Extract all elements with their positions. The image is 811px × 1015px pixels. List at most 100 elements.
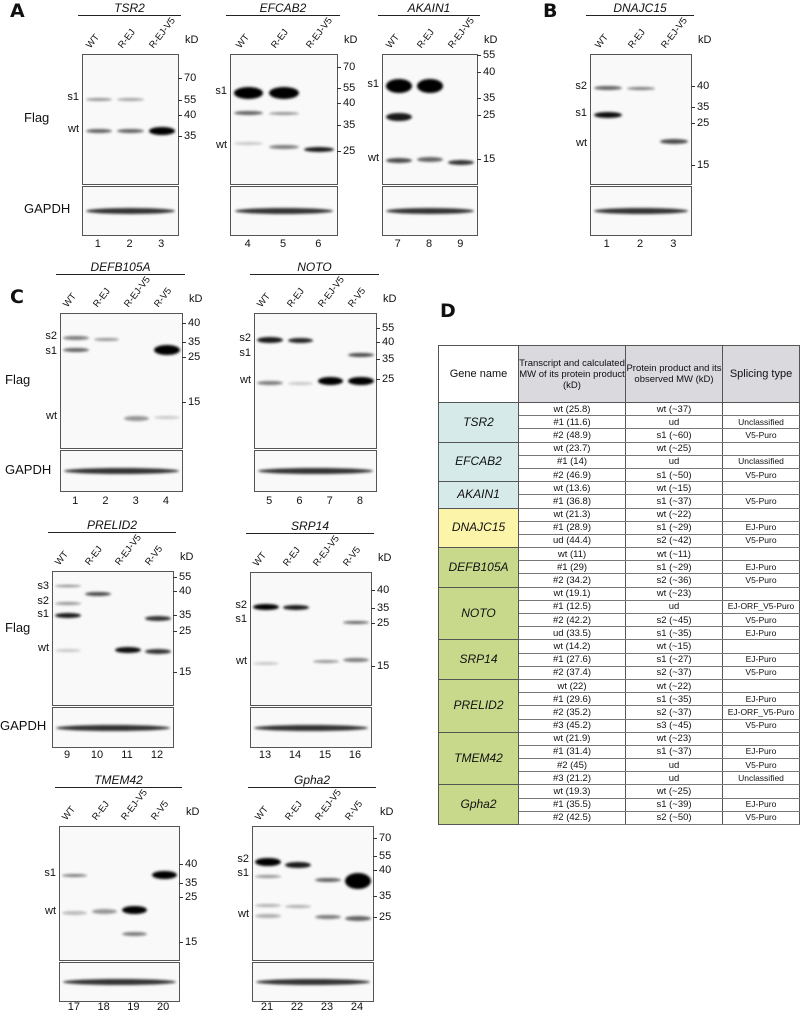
blot-band [55,601,81,605]
protein-cell: s1 (~37) [625,494,723,509]
kd-marker: 15 [477,154,495,165]
table-row: DEFB105A wt (11) wt (~11) [438,547,800,588]
gapdh-blot [52,707,174,748]
blot-band [385,79,412,93]
kd-marker: 35 [173,610,191,621]
band-label: s1 [367,78,379,90]
kd-marker: 55 [477,50,495,61]
protein-cell: s2 (~45) [625,612,723,628]
lane-label: R-EJ [91,286,114,310]
band-label: wt [238,908,249,920]
gapdh-band [86,208,175,214]
lane-number: 11 [121,749,133,761]
blot-band [148,127,176,135]
splicing-type-cell: EJ-ORF_V5-Puro [722,705,800,720]
blot-band [385,113,412,121]
blot-band [85,129,113,133]
gapdh-band [256,979,370,985]
lane-number: 8 [356,495,363,507]
kd-unit-label: kD [484,34,498,46]
lane-number: 3 [158,238,165,250]
transcript-cell: #1 (29) [518,560,626,575]
transcript-cell: wt (23.7) [518,441,626,456]
table-row: #3 (45.2) s3 (~45) V5-Puro [439,718,800,733]
blot-title: SRP14 [246,520,374,534]
lane-label: R-EJ-V5 [313,787,344,823]
band-label: s2 [45,330,57,342]
gapdh-blot [60,450,183,492]
gapdh-band [56,724,170,731]
gapdh-blot [82,186,179,236]
lane-number: 12 [150,749,164,761]
blot-band [348,353,374,357]
kd-marker: 70 [373,833,391,844]
table-row: #1 (29) s1 (~29) EJ-Puro [439,560,800,575]
lane-number: 3 [132,495,139,507]
lane-number: 2 [102,495,109,507]
transcript-cell: #2 (35.2) [518,705,626,720]
splicing-type-cell [722,441,800,456]
blot-band [416,79,444,93]
blot-band [287,381,314,385]
blot-title: NOTO [250,261,379,275]
table-row: #2 (42.2) s2 (~45) V5-Puro [439,612,800,628]
kd-marker: 25 [373,912,391,923]
gapdh-blot [250,707,372,748]
gapdh-band [62,979,177,985]
kd-marker: 25 [182,352,200,363]
blot-band [304,146,335,152]
lane-number: 7 [394,238,401,250]
blot-band [627,86,655,90]
lane-label: R-EJ [281,545,303,569]
kd-marker: 15 [691,160,709,171]
lane-label: WT [59,804,78,823]
kd-marker: 40 [337,98,355,109]
band-label: s1 [44,867,56,879]
kd-marker: 25 [371,618,389,629]
blot-title: DEFB105A [56,261,185,275]
protein-cell: wt (~37) [625,401,723,417]
lane-label: R-EJ-V5 [659,15,691,51]
gapdh-blot [590,186,692,236]
kd-marker: 15 [173,667,191,678]
transcript-cell: #2 (34.2) [518,573,626,588]
lane-number: 1 [72,495,79,507]
lane-number: 15 [318,749,332,761]
blot-title: DNAJC15 [586,2,694,16]
lane-number: 4 [244,238,251,250]
blot-band [154,415,180,419]
transcript-cell: wt (13.6) [518,481,626,496]
transcript-cell: #1 (29.6) [518,692,626,707]
splicing-type-cell: EJ-Puro [722,692,800,707]
lane-number: 19 [127,1001,140,1013]
protein-cell: wt (~22) [625,678,723,694]
lane-number: 2 [126,238,133,250]
transcript-cell: #3 (45.2) [518,718,626,733]
blot-band [62,873,88,877]
protein-cell: s2 (~50) [625,810,723,826]
kd-marker: 35 [337,120,355,131]
band-label: s1 [235,613,247,625]
table-row: #1 (28.9) s1 (~29) EJ-Puro [439,520,800,535]
kd-unit-label: kD [180,551,194,563]
splicing-type-cell [722,678,800,694]
flag-blot [230,54,338,185]
gene-name-cell: DNAJC15 [438,507,519,549]
splicing-type-cell: EJ-Puro [722,797,800,812]
blot-band [62,911,88,915]
antibody-label-flag: Flag [5,372,31,387]
kd-marker: 40 [373,865,391,876]
blot-band [145,648,171,654]
blot-band [55,612,81,618]
kd-marker: 55 [337,83,355,94]
lane-number: 6 [315,238,322,250]
kd-marker: 55 [173,572,191,583]
table-row: PRELID2 wt (22) wt (~22) [438,678,800,733]
gapdh-blot [230,186,338,236]
transcript-cell: #1 (14) [518,454,626,469]
lane-number: 22 [290,1001,304,1013]
blot-band [385,157,412,163]
kd-marker: 15 [179,937,197,948]
lane-number: 7 [326,495,333,507]
flag-blot [250,572,372,706]
